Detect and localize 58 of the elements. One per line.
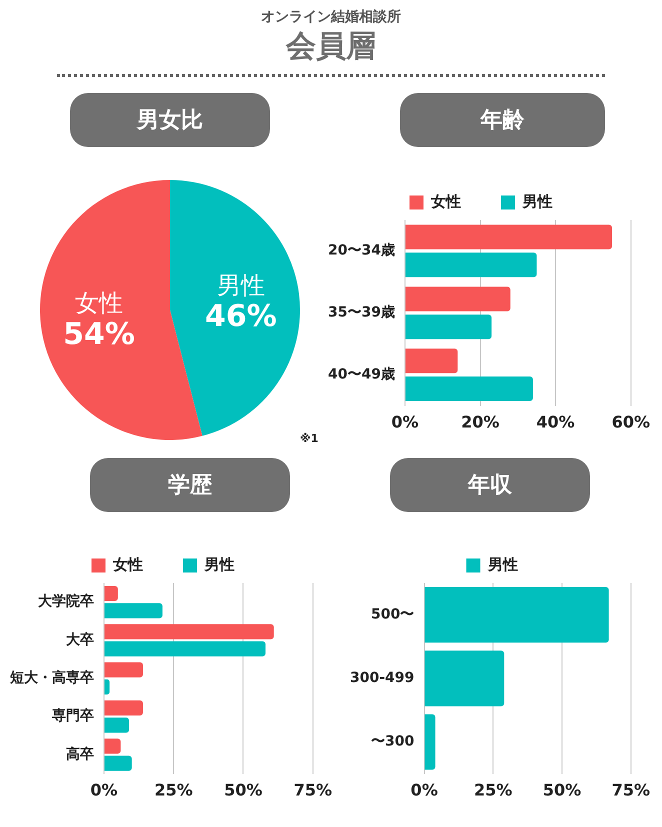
y-tick-label: 300-499 <box>350 670 414 686</box>
x-tick-label: 60% <box>612 412 650 432</box>
y-tick-label: 35〜39歳 <box>328 304 395 321</box>
text: ※1 <box>300 432 318 445</box>
x-tick-label: 50% <box>542 780 582 800</box>
bar <box>424 650 504 706</box>
bar <box>405 314 492 340</box>
x-tick-label: 40% <box>536 412 575 432</box>
y-tick-label: 高卒 <box>66 745 94 762</box>
x-tick-label: 20% <box>461 412 500 432</box>
legend-label: 女性 <box>430 192 461 210</box>
x-tick-label: 0% <box>391 412 419 432</box>
bar <box>405 286 510 312</box>
bar <box>104 756 132 771</box>
data-label: 54% <box>63 316 135 352</box>
chart-title: 年齢 <box>400 93 605 147</box>
text: 会員層 <box>284 28 377 66</box>
x-tick-label: 25% <box>474 780 512 800</box>
bar <box>104 641 266 656</box>
chart-title: 学歴 <box>90 458 290 512</box>
legend-label: 男性 <box>486 555 518 574</box>
y-tick-label: 大学院卒 <box>38 592 94 610</box>
bar <box>104 624 274 640</box>
bar <box>405 376 533 402</box>
text: オンライン結婚相談所 <box>260 8 402 26</box>
slice-label: 男性 <box>216 271 265 300</box>
y-tick-label: 専門卒 <box>51 707 94 724</box>
legend-label: 女性 <box>112 555 143 574</box>
bar <box>104 586 118 602</box>
y-tick-label: 40〜49歳 <box>328 366 395 382</box>
legend-label: 男性 <box>522 192 552 210</box>
bar <box>405 252 537 278</box>
y-tick-label: 500〜 <box>371 606 414 622</box>
bar <box>424 587 609 643</box>
chart-title: 年収 <box>390 458 590 512</box>
data-label: 46% <box>205 298 277 334</box>
bar <box>424 714 436 770</box>
x-tick-label: 0% <box>410 780 438 800</box>
bar <box>405 224 612 250</box>
x-tick-label: 75% <box>612 780 650 800</box>
y-tick-label: 20〜34歳 <box>328 242 395 259</box>
x-tick-label: 25% <box>154 780 193 800</box>
chart-title: 男女比 <box>70 93 270 147</box>
x-tick-label: 50% <box>224 780 262 800</box>
y-tick-label: 大卒 <box>66 630 94 648</box>
bar <box>104 738 121 754</box>
bar <box>104 679 110 695</box>
bar <box>104 700 143 716</box>
bar <box>104 662 143 678</box>
bar <box>405 348 458 374</box>
y-tick-label: 短大・高専卒 <box>9 669 94 686</box>
bar <box>104 603 162 618</box>
legend-label: 男性 <box>204 555 234 574</box>
slice-label: 女性 <box>75 289 124 318</box>
bar <box>104 718 130 733</box>
x-tick-label: 75% <box>294 780 332 800</box>
x-tick-label: 0% <box>90 780 118 800</box>
y-tick-label: 〜300 <box>371 734 415 750</box>
